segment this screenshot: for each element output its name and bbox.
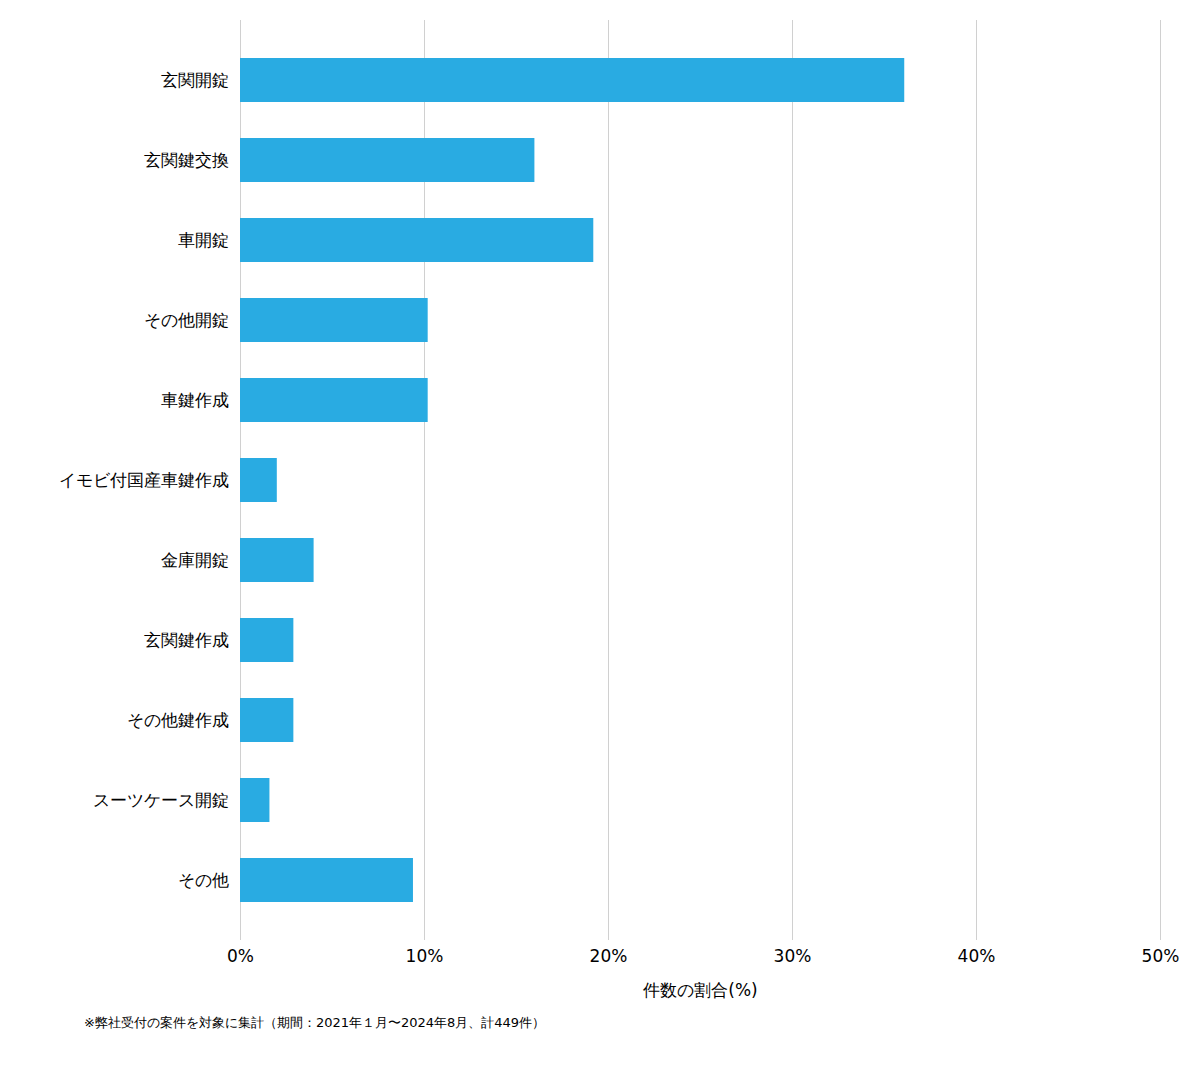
svg-text:玄関開錠: 玄関開錠 xyxy=(161,70,229,90)
svg-text:50%: 50% xyxy=(1142,946,1180,966)
svg-text:その他鍵作成: その他鍵作成 xyxy=(127,710,229,730)
svg-text:金庫開錠: 金庫開錠 xyxy=(161,550,229,570)
html-text:※弊社受付の案件を対象に集計（期間：2021年１月〜2024: ※弊社受付の案件を対象に集計（期間：2021年１月〜2024年8月、計449件） xyxy=(84,1015,546,1030)
svg-text:玄関鍵交換: 玄関鍵交換 xyxy=(144,150,229,170)
svg-text:40%: 40% xyxy=(958,946,996,966)
svg-text:その他: その他 xyxy=(178,870,229,890)
svg-text:車開錠: 車開錠 xyxy=(178,230,229,250)
svg-text:玄関鍵作成: 玄関鍵作成 xyxy=(144,630,229,650)
svg-text:件数の割合(%): 件数の割合(%) xyxy=(643,980,757,1000)
svg-text:20%: 20% xyxy=(590,946,628,966)
svg-text:0%: 0% xyxy=(227,946,254,966)
svg-text:イモビ付国産車鍵作成: イモビ付国産車鍵作成 xyxy=(59,470,229,490)
svg-text:10%: 10% xyxy=(406,946,444,966)
svg-text:スーツケース開錠: スーツケース開錠 xyxy=(93,790,229,810)
svg-text:30%: 30% xyxy=(774,946,812,966)
svg-text:その他開錠: その他開錠 xyxy=(144,310,229,330)
svg-text:車鍵作成: 車鍵作成 xyxy=(161,390,229,410)
